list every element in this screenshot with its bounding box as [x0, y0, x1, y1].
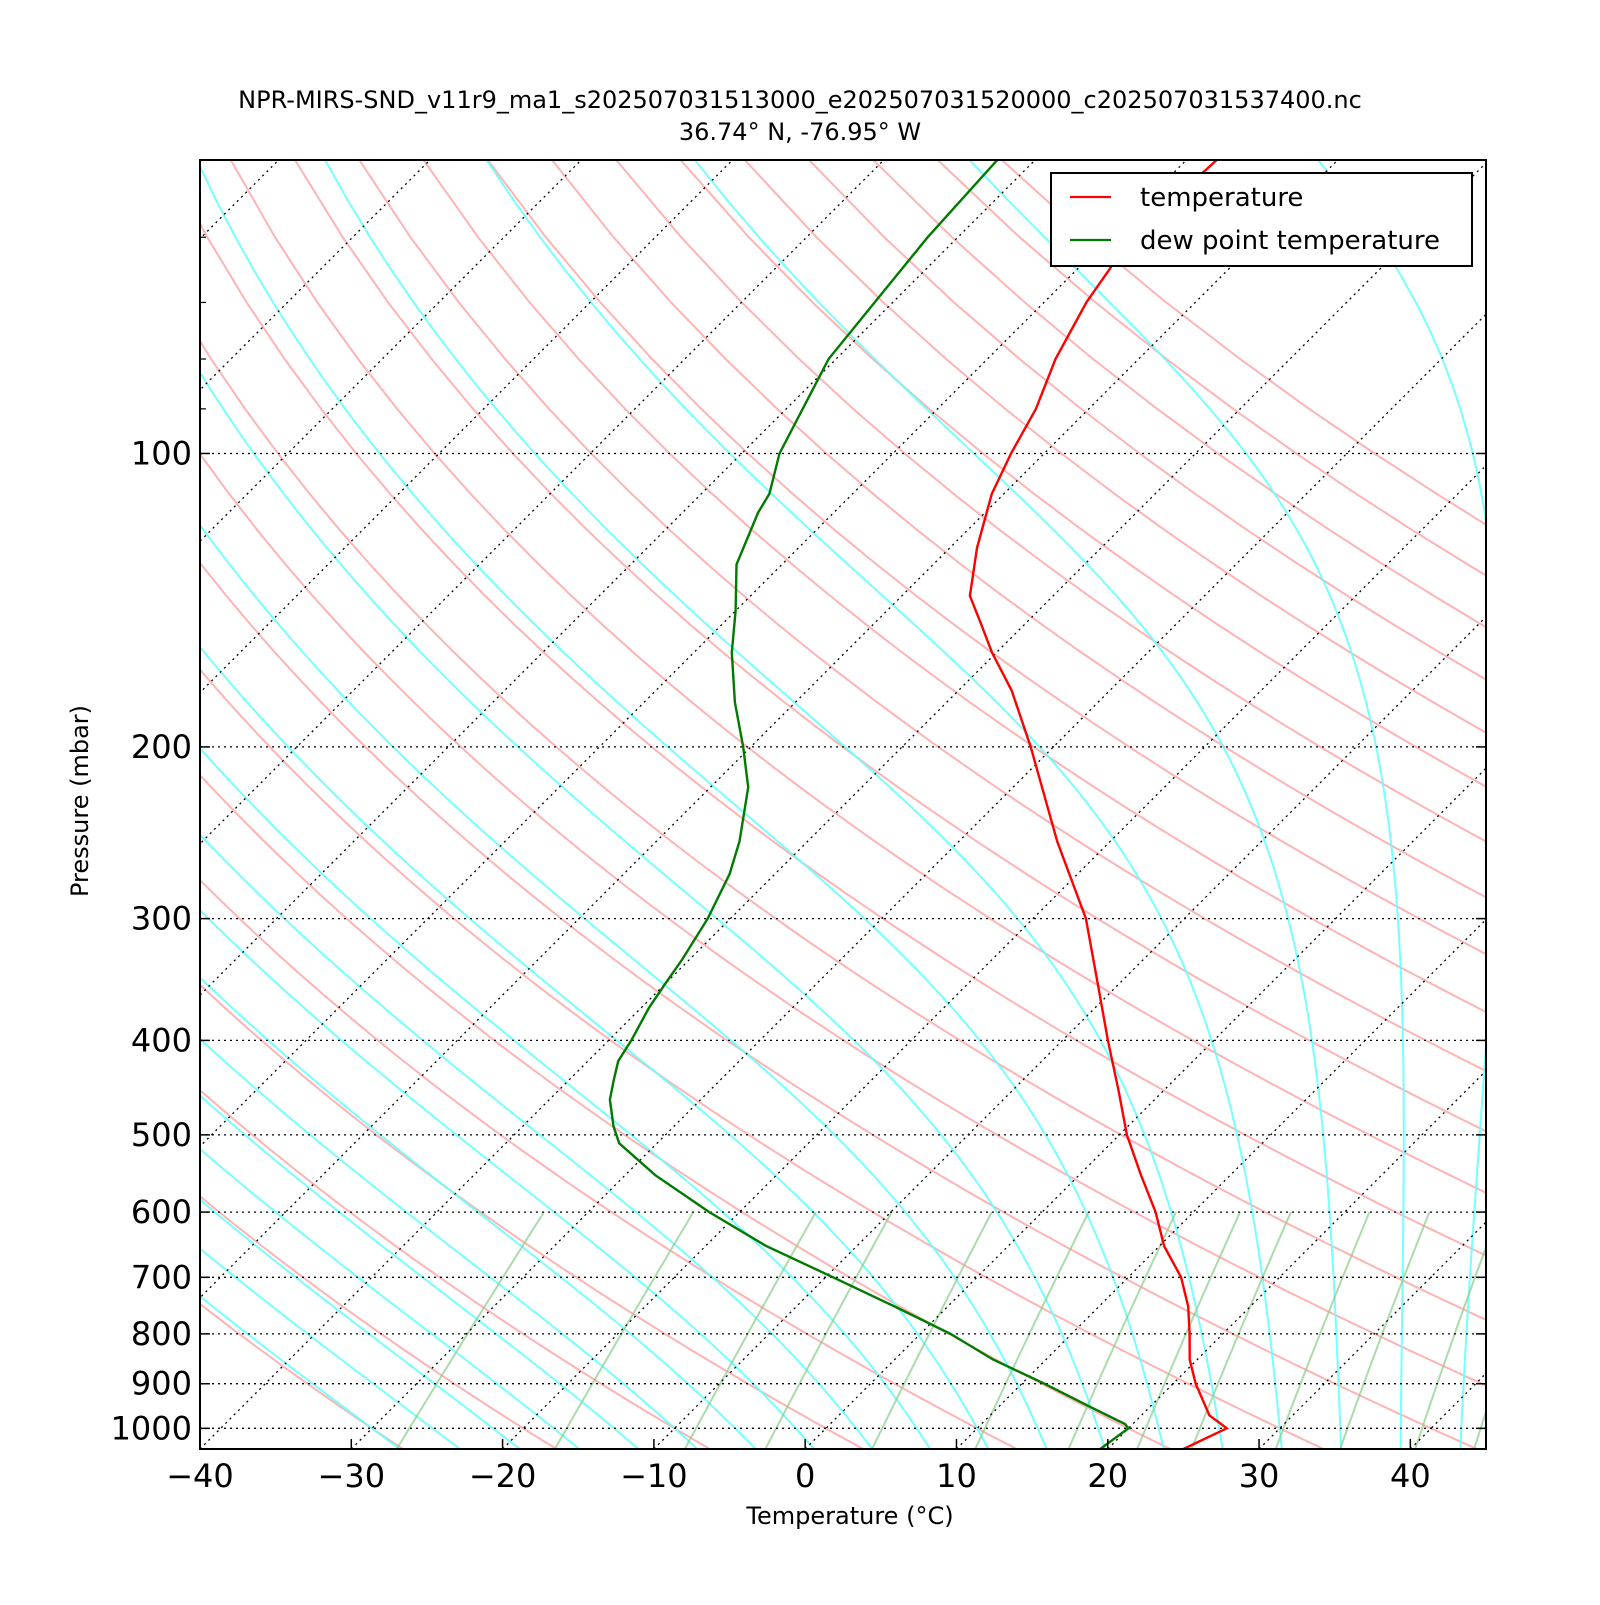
isotherm-gridline	[957, 160, 1600, 1449]
dry-adiabat-line	[231, 160, 1600, 1449]
isotherm-gridline	[0, 160, 127, 1449]
axes-frame	[200, 160, 1486, 1449]
moist-adiabat-line	[970, 160, 1404, 1451]
y-tick-label: 200	[131, 728, 192, 766]
y-tick-label: 600	[131, 1193, 192, 1231]
dry-adiabat-line	[0, 160, 1477, 1449]
dry-adiabat-line	[616, 160, 1600, 1449]
axis-ticks: −40 −30 −20 −10 0 10 20 30 40 100 200 300 400 500 600 7…	[111, 237, 1486, 1495]
dry-adiabat-line	[873, 160, 1600, 1449]
x-tick-label: −20	[469, 1457, 537, 1495]
x-axis-label: Temperature (°C)	[0, 1502, 1600, 1530]
y-tick-label: 800	[131, 1315, 192, 1353]
y-tick-label: 700	[131, 1258, 192, 1296]
x-tick-label: −10	[620, 1457, 688, 1495]
dry-adiabat-line	[938, 160, 1600, 1449]
mixing-ratio-line	[1276, 1212, 1370, 1449]
x-tick-label: 10	[936, 1457, 977, 1495]
dry-adiabat-line	[809, 160, 1600, 1449]
dry-adiabat-line	[552, 160, 1600, 1449]
x-tick-label: −40	[166, 1457, 234, 1495]
legend-dewpoint-label: dew point temperature	[1140, 226, 1440, 256]
moist-adiabat-line	[1318, 160, 1500, 1451]
isotherm-gridline	[0, 160, 733, 1449]
dry-adiabat-line	[681, 160, 1600, 1449]
temperature-profile-line	[970, 160, 1227, 1449]
mixing-ratio-line	[397, 1212, 544, 1449]
mixing-ratio-line	[685, 1212, 816, 1449]
isotherm-gridline	[1108, 160, 1600, 1449]
dry-adiabat-line	[0, 160, 403, 1449]
y-tick-label: 100	[131, 434, 192, 472]
dry-adiabat-line	[488, 160, 1600, 1449]
moist-adiabat-line	[0, 160, 403, 1451]
dry-adiabat-line	[0, 160, 1017, 1449]
y-tick-label: 400	[131, 1021, 192, 1059]
legend-temperature-label: temperature	[1140, 183, 1303, 213]
dry-adiabat-line	[38, 160, 1600, 1449]
isotherm-gridline	[200, 160, 1489, 1449]
dry-adiabat-line	[0, 160, 1170, 1449]
isotherm-gridline	[49, 160, 1338, 1449]
x-tick-label: 30	[1239, 1457, 1280, 1495]
x-tick-label: −30	[318, 1457, 386, 1495]
x-tick-label: 20	[1087, 1457, 1128, 1495]
y-tick-label: 900	[131, 1365, 192, 1403]
y-tick-label: 300	[131, 900, 192, 938]
isotherm-gridline	[654, 160, 1600, 1449]
y-axis-label: Pressure (mbar)	[66, 691, 94, 911]
moist-adiabat-line	[487, 160, 1282, 1451]
moist-adiabat-line	[0, 160, 699, 1451]
isotherm-gridline	[0, 160, 1186, 1449]
mixing-ratio-line	[1340, 1212, 1429, 1449]
x-tick-label: 0	[795, 1457, 815, 1495]
isotherm-gridline	[1410, 160, 1600, 1449]
isotherm-gridline	[1562, 160, 1600, 1449]
dry-adiabat-line	[167, 160, 1600, 1449]
dry-adiabat-line	[1002, 160, 1600, 1449]
chart-subtitle: 36.74° N, -76.95° W	[0, 118, 1600, 146]
mixing-ratio-line	[1192, 1212, 1291, 1449]
isotherm-gridline	[0, 160, 430, 1449]
isotherm-gridline	[1259, 160, 1600, 1449]
series-lines	[610, 160, 1227, 1449]
isotherm-gridline	[0, 160, 884, 1449]
moist-adiabat-line	[93, 160, 1105, 1451]
chart-title: NPR-MIRS-SND_v11r9_ma1_s202507031513000_…	[0, 86, 1600, 114]
y-tick-label: 500	[131, 1116, 192, 1154]
moist-adiabat-line	[0, 160, 758, 1451]
y-tick-label: 1000	[111, 1409, 192, 1447]
legend: temperature dew point temperature	[1051, 173, 1472, 266]
mixing-ratio-line	[765, 1212, 891, 1449]
mixing-ratio-line	[555, 1212, 694, 1449]
dry-adiabat-line	[0, 160, 1324, 1449]
grid-lines	[0, 160, 1600, 1449]
x-tick-label: 40	[1390, 1457, 1431, 1495]
